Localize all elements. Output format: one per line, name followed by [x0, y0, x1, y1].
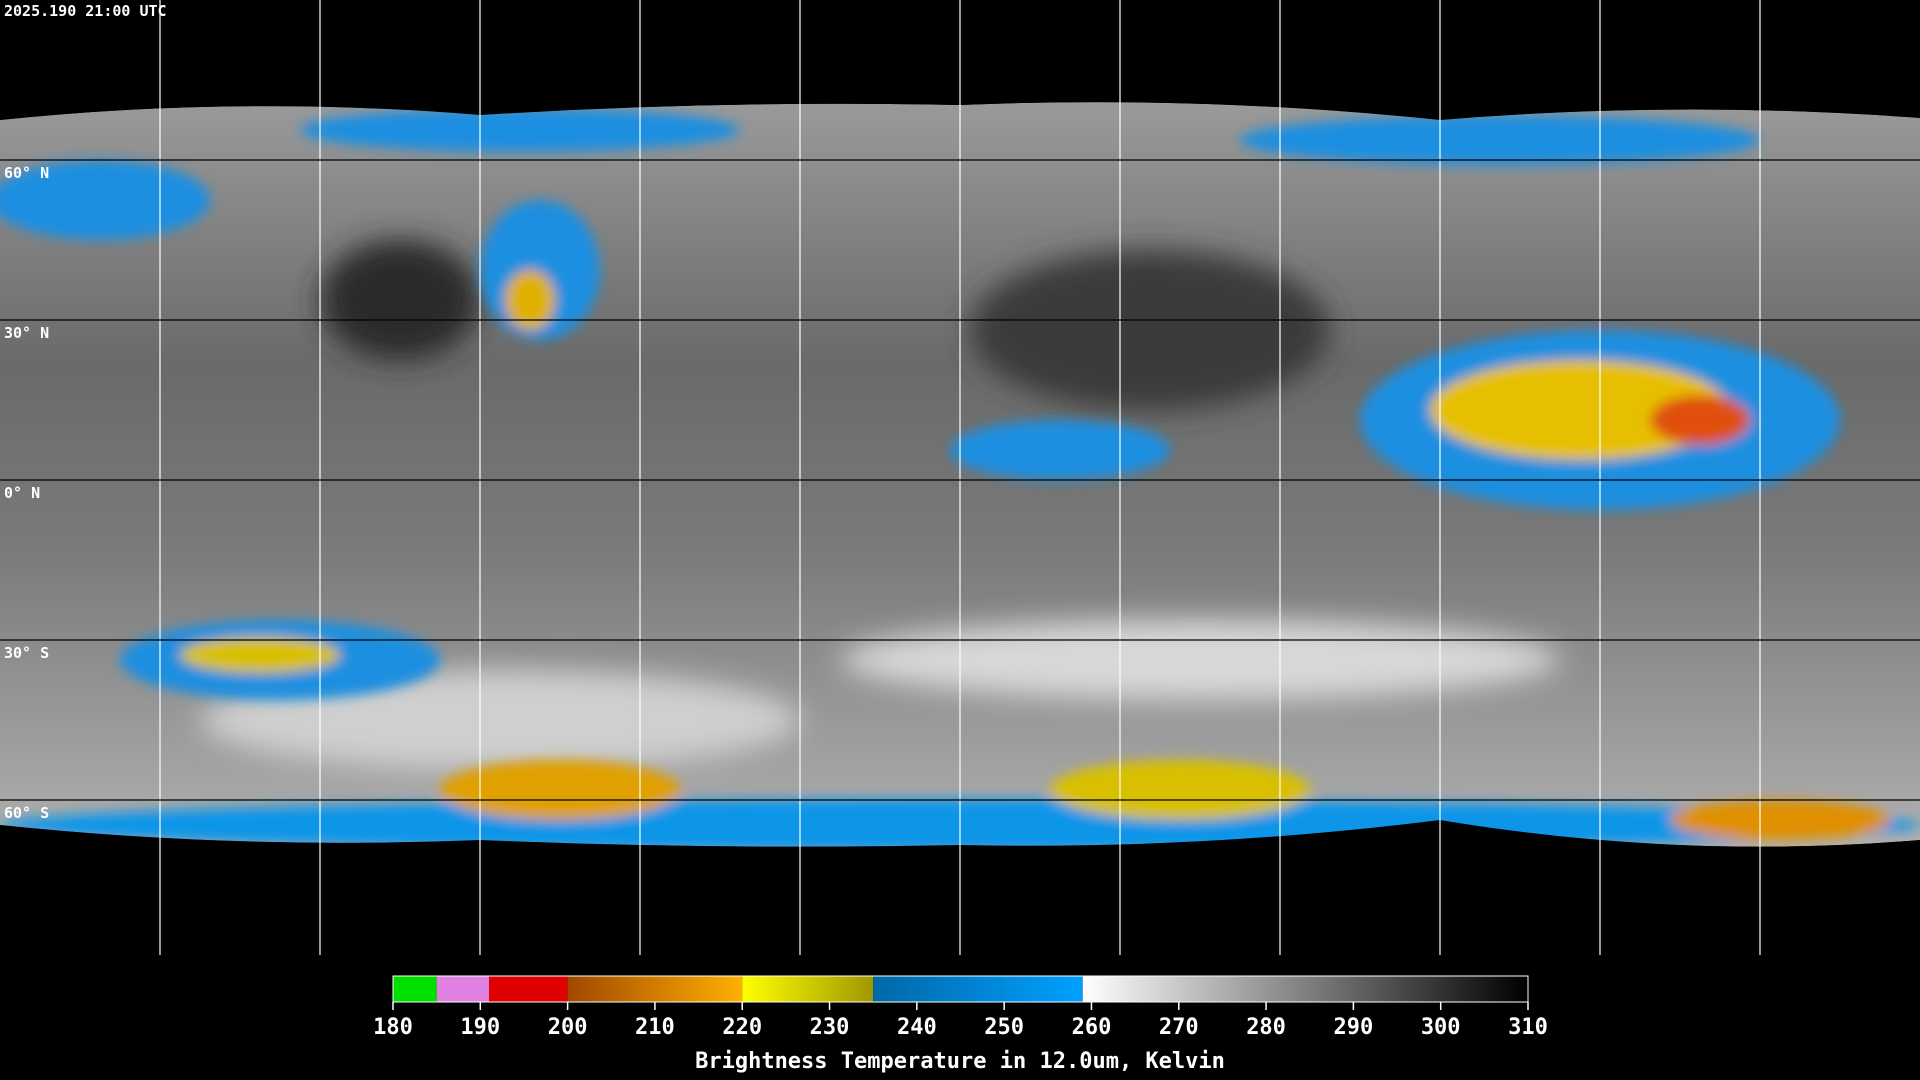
colorbar-tick-label: 220	[722, 1015, 762, 1040]
colorbar-tick-label: 250	[984, 1015, 1024, 1040]
colorbar-frame	[392, 975, 1529, 1003]
colorbar-segment	[742, 976, 874, 1002]
colorbar-tick-label: 260	[1072, 1015, 1112, 1040]
colorbar-tick-label: 290	[1334, 1015, 1374, 1040]
colorbar-segment	[436, 976, 490, 1002]
colorbar-tick-label: 280	[1246, 1015, 1286, 1040]
colorbar-tick-label: 240	[897, 1015, 937, 1040]
latitude-label: 0° N	[4, 484, 40, 502]
graticule: 60° N 30° N 0° N 30° S 60° S	[4, 0, 1761, 955]
latitude-label: 30° N	[4, 324, 49, 342]
timestamp: 2025.190 21:00 UTC	[4, 2, 167, 20]
colorbar-segment	[567, 976, 743, 1002]
latitude-label: 60° S	[4, 804, 49, 822]
colorbar-title: Brightness Temperature in 12.0um, Kelvin	[695, 1049, 1225, 1074]
colorbar-tick-label: 190	[460, 1015, 500, 1040]
colorbar-tick-label: 310	[1508, 1015, 1548, 1040]
colorbar-tick-label: 270	[1159, 1015, 1199, 1040]
latitude-label: 30° S	[4, 644, 49, 662]
colorbar: 180 190 200 210 220 230 240 250 260 270 280 290 300 3…	[373, 975, 1548, 1040]
colorbar-tick-label: 180	[373, 1015, 413, 1040]
colorbar-tick-label: 300	[1421, 1015, 1461, 1040]
colorbar-tick-label: 210	[635, 1015, 675, 1040]
colorbar-segment	[393, 976, 437, 1002]
colorbar-segment	[873, 976, 1083, 1002]
colorbar-segment	[1082, 976, 1528, 1002]
colorbar-tick-label: 230	[810, 1015, 850, 1040]
colorbar-tick-label: 200	[548, 1015, 588, 1040]
latitude-label: 60° N	[4, 164, 49, 182]
colorbar-segment	[489, 976, 568, 1002]
